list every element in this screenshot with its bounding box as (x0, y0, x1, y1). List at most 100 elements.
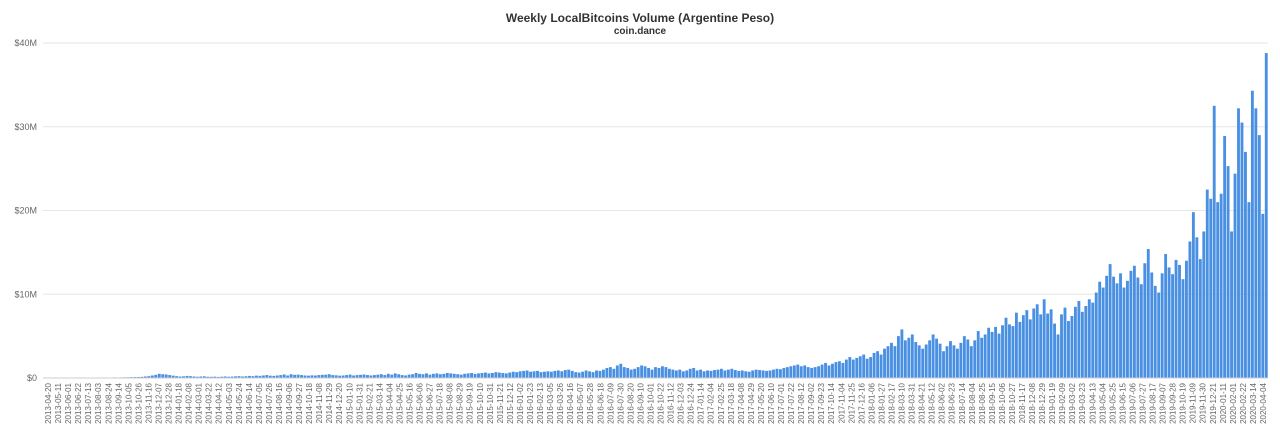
bar (549, 371, 553, 378)
bar (213, 376, 217, 378)
x-tick-label: 2018-06-23 (948, 382, 957, 423)
bar (1146, 249, 1150, 378)
bar (778, 369, 782, 378)
bar (279, 375, 283, 378)
bar (695, 370, 699, 378)
x-tick-label: 2017-03-18 (727, 382, 736, 423)
bar (379, 374, 383, 378)
bar (296, 374, 300, 378)
bar (543, 371, 546, 378)
bar (886, 346, 890, 378)
bar (1240, 122, 1244, 378)
x-tick-label: 2018-02-17 (887, 382, 896, 423)
bar (730, 368, 734, 378)
x-tick-label: 2019-03-23 (1078, 382, 1087, 423)
x-tick-label: 2015-08-29 (456, 382, 465, 423)
bar (706, 370, 709, 378)
bar (831, 363, 834, 378)
bar (1018, 321, 1022, 378)
bar (258, 375, 262, 378)
bar (1046, 313, 1050, 378)
bar (456, 374, 460, 378)
bar (647, 367, 650, 378)
x-tick-label: 2016-05-07 (576, 382, 585, 423)
x-tick-label: 2014-06-14 (245, 382, 254, 423)
bar (411, 374, 415, 378)
bar (539, 372, 543, 378)
bar (733, 370, 737, 378)
x-tick-label: 2013-06-22 (74, 382, 83, 423)
bar (785, 367, 789, 378)
bar (851, 359, 855, 378)
bar (522, 370, 526, 378)
x-tick-label: 2015-03-14 (375, 382, 384, 423)
bar (1126, 280, 1129, 378)
bar (501, 372, 505, 378)
bar (921, 348, 925, 378)
bar (890, 342, 893, 378)
x-tick-label: 2013-06-01 (64, 382, 73, 423)
bar (1094, 292, 1098, 378)
bar (595, 370, 598, 378)
x-tick-label: 2015-10-10 (476, 382, 485, 423)
x-tick-label: 2015-04-04 (385, 382, 394, 423)
bar (914, 341, 918, 378)
bar (563, 370, 567, 378)
bar (1080, 311, 1084, 378)
x-tick-label: 2018-04-21 (918, 382, 927, 423)
y-tick-label: $10M (14, 289, 37, 299)
bar (154, 374, 158, 378)
bar (1098, 281, 1102, 378)
bar (893, 346, 897, 378)
bar (303, 375, 307, 378)
x-tick-label: 2017-07-22 (787, 382, 796, 423)
bar (737, 370, 741, 378)
bar (1191, 212, 1195, 378)
bar (223, 376, 227, 378)
bar (261, 375, 265, 378)
bar (1212, 105, 1216, 378)
bar (355, 375, 359, 378)
bar (574, 372, 578, 378)
bar (955, 348, 959, 378)
bar (220, 376, 224, 378)
bar (1230, 231, 1233, 378)
x-tick-label: 2016-01-23 (526, 382, 535, 423)
bar (463, 373, 467, 378)
bar (938, 343, 942, 378)
bar (327, 374, 331, 378)
bar (192, 376, 196, 378)
x-tick-label: 2019-07-27 (1138, 382, 1147, 423)
x-tick-label: 2017-04-08 (737, 382, 746, 423)
bar (591, 372, 595, 378)
bar (286, 375, 290, 378)
bar (924, 344, 928, 378)
x-tick-label: 2014-11-29 (325, 382, 334, 423)
x-tick-label: 2016-10-22 (657, 382, 666, 423)
bar (969, 346, 973, 378)
x-tick-label: 2013-12-28 (165, 382, 174, 423)
bar (397, 374, 401, 378)
bar (366, 375, 369, 378)
bar (1014, 312, 1018, 378)
x-tick-label: 2014-04-12 (215, 382, 224, 423)
bar (369, 375, 373, 378)
bar (1250, 90, 1254, 379)
bar (716, 369, 720, 379)
bar (421, 374, 425, 378)
bar (185, 375, 189, 378)
x-tick-label: 2017-04-29 (747, 382, 756, 423)
x-tick-label: 2015-01-31 (355, 382, 364, 423)
x-tick-label: 2013-12-07 (154, 382, 163, 423)
bar (966, 339, 970, 378)
bar (532, 371, 536, 378)
x-tick-label: 2018-08-04 (968, 382, 977, 423)
bar (1028, 319, 1032, 379)
bar (1084, 305, 1088, 378)
x-tick-label: 2013-10-26 (134, 382, 143, 423)
bar (435, 373, 439, 378)
bar (837, 361, 841, 378)
bar (747, 371, 751, 378)
bar (945, 346, 949, 378)
